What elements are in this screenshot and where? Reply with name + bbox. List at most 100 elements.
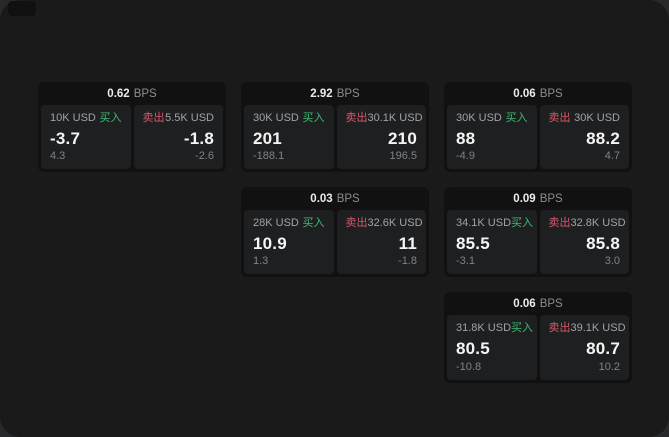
buy-size: 28K USD xyxy=(253,217,299,229)
buy-button[interactable]: 买入 xyxy=(511,322,534,334)
buy-panel[interactable]: 34.1K USD 买入 85.5 -3.1 xyxy=(447,210,537,274)
sell-panel[interactable]: 卖出 30.1K USD 210 196.5 xyxy=(336,105,426,169)
buy-panel[interactable]: 30K USD 买入 88 -4.9 xyxy=(447,105,537,169)
buy-delta: -3.1 xyxy=(456,255,475,267)
buy-panel-top: 10K USD 买入 xyxy=(50,112,122,125)
corner-tab-button[interactable] xyxy=(8,1,36,16)
sell-button[interactable]: 卖出 xyxy=(548,322,571,334)
spread-card-header: 2.92 BPS xyxy=(241,82,429,105)
sell-size: 30.1K USD xyxy=(367,112,423,124)
spread-card-header: 0.62 BPS xyxy=(38,82,226,105)
buy-sell-panels: 30K USD 买入 88 -4.9 卖出 30K USD 88.2 4.7 xyxy=(444,105,632,172)
sell-size: 5.5K USD xyxy=(165,112,214,124)
bps-unit-label: BPS xyxy=(133,88,157,100)
bps-unit-label: BPS xyxy=(336,88,360,100)
spread-card: 0.09 BPS 34.1K USD 买入 85.5 -3.1 卖出 32.8K… xyxy=(444,187,632,277)
buy-size: 34.1K USD xyxy=(456,217,512,229)
sell-panel-top: 卖出 5.5K USD xyxy=(143,112,215,125)
sell-delta: 3.0 xyxy=(604,255,620,267)
buy-delta: -4.9 xyxy=(456,150,475,162)
buy-size: 31.8K USD xyxy=(456,322,512,334)
bps-value: 0.06 xyxy=(513,88,536,100)
sell-panel[interactable]: 卖出 5.5K USD -1.8 -2.6 xyxy=(133,105,223,169)
buy-panel-top: 28K USD 买入 xyxy=(253,217,325,230)
sell-button[interactable]: 卖出 xyxy=(345,112,368,124)
buy-button[interactable]: 买入 xyxy=(302,217,325,229)
spread-card-header: 0.03 BPS xyxy=(241,187,429,210)
sell-panel[interactable]: 卖出 30K USD 88.2 4.7 xyxy=(539,105,629,169)
sell-size: 39.1K USD xyxy=(570,322,626,334)
bps-unit-label: BPS xyxy=(539,193,563,205)
buy-button[interactable]: 买入 xyxy=(511,217,534,229)
buy-size: 10K USD xyxy=(50,112,96,124)
buy-sell-panels: 30K USD 买入 201 -188.1 卖出 30.1K USD 210 1… xyxy=(241,105,429,172)
sell-button[interactable]: 卖出 xyxy=(548,217,571,229)
sell-panel[interactable]: 卖出 32.8K USD 85.8 3.0 xyxy=(539,210,629,274)
buy-panel-top: 30K USD 买入 xyxy=(253,112,325,125)
sell-delta: -1.8 xyxy=(398,255,417,267)
sell-panel-top: 卖出 30K USD xyxy=(549,112,621,125)
spread-card: 0.62 BPS 10K USD 买入 -3.7 4.3 卖出 5.5K USD… xyxy=(38,82,226,172)
buy-sell-panels: 34.1K USD 买入 85.5 -3.1 卖出 32.8K USD 85.8… xyxy=(444,210,632,277)
bps-value: 0.09 xyxy=(513,193,536,205)
buy-price: -3.7 xyxy=(50,129,81,148)
sell-panel-top: 卖出 32.8K USD xyxy=(548,217,626,230)
sell-size: 32.6K USD xyxy=(367,217,423,229)
buy-size: 30K USD xyxy=(456,112,502,124)
sell-delta: 10.2 xyxy=(598,361,620,373)
spread-card: 0.06 BPS 31.8K USD 买入 80.5 -10.8 卖出 39.1… xyxy=(444,292,632,383)
cards-grid: 0.62 BPS 10K USD 买入 -3.7 4.3 卖出 5.5K USD… xyxy=(38,82,632,383)
bps-value: 0.62 xyxy=(107,88,130,100)
buy-panel-top: 34.1K USD 买入 xyxy=(456,217,533,230)
sell-button[interactable]: 卖出 xyxy=(345,217,368,229)
sell-panel[interactable]: 卖出 39.1K USD 80.7 10.2 xyxy=(539,315,629,380)
buy-delta: 1.3 xyxy=(253,255,269,267)
buy-delta: 4.3 xyxy=(50,150,66,162)
bps-unit-label: BPS xyxy=(539,298,563,310)
buy-sell-panels: 10K USD 买入 -3.7 4.3 卖出 5.5K USD -1.8 -2.… xyxy=(38,105,226,172)
buy-panel[interactable]: 28K USD 买入 10.9 1.3 xyxy=(244,210,334,274)
sell-price: 11 xyxy=(398,234,417,253)
sell-size: 32.8K USD xyxy=(570,217,626,229)
spread-card: 0.03 BPS 28K USD 买入 10.9 1.3 卖出 32.6K US… xyxy=(241,187,429,277)
sell-price: 80.7 xyxy=(586,339,620,358)
sell-delta: 196.5 xyxy=(389,150,417,162)
buy-button[interactable]: 买入 xyxy=(505,112,528,124)
sell-panel-top: 卖出 39.1K USD xyxy=(548,322,626,335)
buy-button[interactable]: 买入 xyxy=(99,112,122,124)
buy-delta: -188.1 xyxy=(253,150,285,162)
spread-card: 2.92 BPS 30K USD 买入 201 -188.1 卖出 30.1K … xyxy=(241,82,429,172)
sell-button[interactable]: 卖出 xyxy=(142,112,165,124)
buy-panel-top: 30K USD 买入 xyxy=(456,112,528,125)
buy-price: 88 xyxy=(456,129,476,148)
buy-price: 80.5 xyxy=(456,339,490,358)
buy-delta: -10.8 xyxy=(456,361,482,373)
sell-price: 88.2 xyxy=(586,129,620,148)
buy-size: 30K USD xyxy=(253,112,299,124)
buy-price: 201 xyxy=(253,129,282,148)
buy-price: 10.9 xyxy=(253,234,287,253)
buy-panel[interactable]: 30K USD 买入 201 -188.1 xyxy=(244,105,334,169)
sell-price: 85.8 xyxy=(586,234,620,253)
buy-sell-panels: 31.8K USD 买入 80.5 -10.8 卖出 39.1K USD 80.… xyxy=(444,315,632,383)
sell-panel[interactable]: 卖出 32.6K USD 11 -1.8 xyxy=(336,210,426,274)
sell-panel-top: 卖出 32.6K USD xyxy=(345,217,423,230)
sell-button[interactable]: 卖出 xyxy=(548,112,571,124)
bps-unit-label: BPS xyxy=(539,88,563,100)
sell-panel-top: 卖出 30.1K USD xyxy=(345,112,423,125)
buy-button[interactable]: 买入 xyxy=(302,112,325,124)
bps-unit-label: BPS xyxy=(336,193,360,205)
buy-price: 85.5 xyxy=(456,234,490,253)
bps-value: 0.03 xyxy=(310,193,333,205)
sell-price: -1.8 xyxy=(183,129,214,148)
spread-card-header: 0.06 BPS xyxy=(444,82,632,105)
sell-delta: 4.7 xyxy=(604,150,620,162)
buy-panel[interactable]: 31.8K USD 买入 80.5 -10.8 xyxy=(447,315,537,380)
sell-size: 30K USD xyxy=(574,112,620,124)
sell-price: 210 xyxy=(388,129,417,148)
buy-panel[interactable]: 10K USD 买入 -3.7 4.3 xyxy=(41,105,131,169)
buy-sell-panels: 28K USD 买入 10.9 1.3 卖出 32.6K USD 11 -1.8 xyxy=(241,210,429,277)
bps-value: 0.06 xyxy=(513,298,536,310)
buy-panel-top: 31.8K USD 买入 xyxy=(456,322,533,335)
